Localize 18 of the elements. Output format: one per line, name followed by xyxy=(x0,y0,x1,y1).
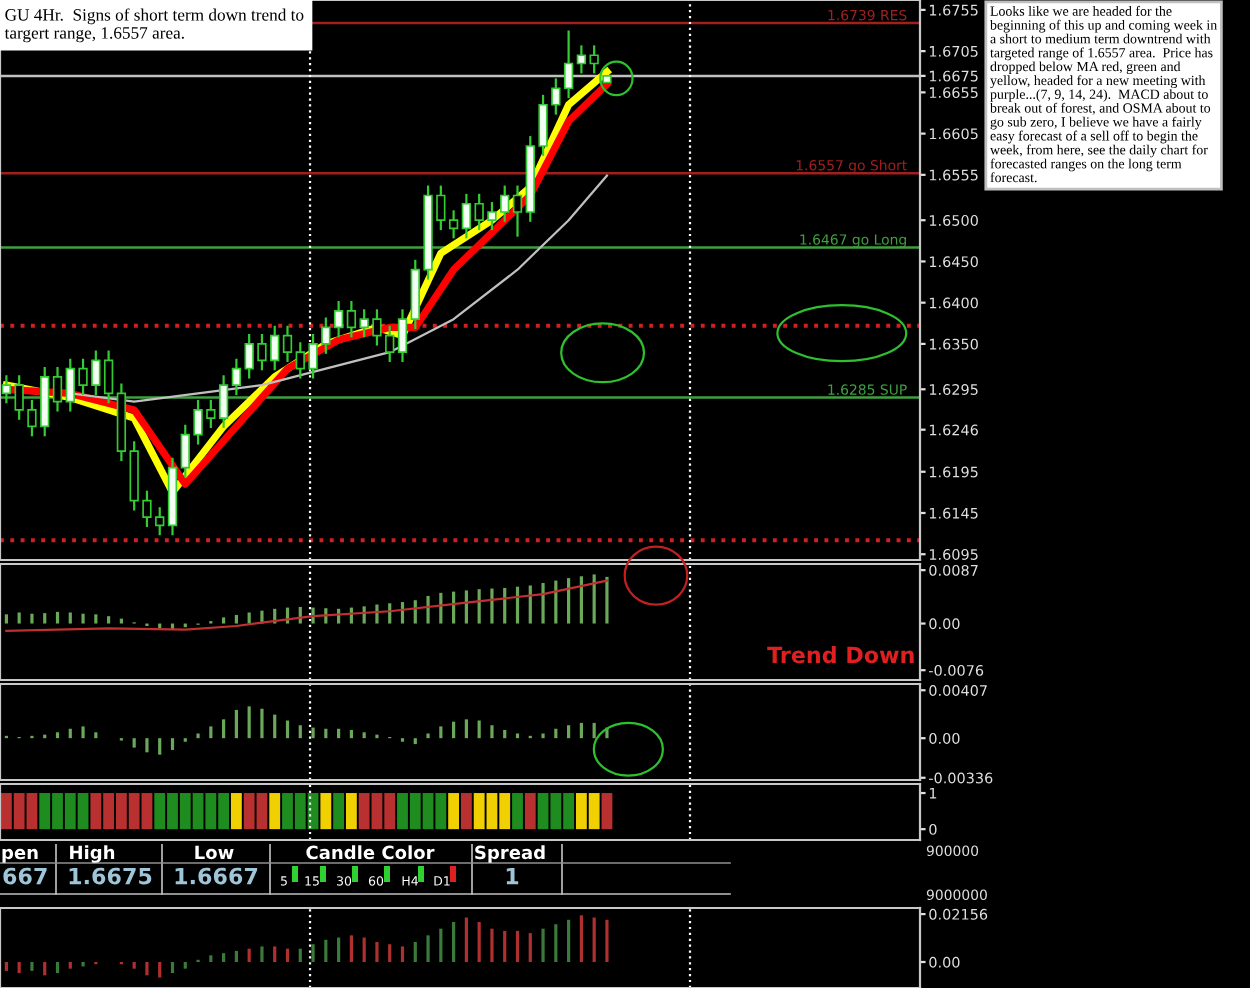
text: High xyxy=(70,845,115,863)
annotation: Trend Down xyxy=(767,646,914,664)
annotation: GU 4Hr. Signs of short term down trend to targert range, 1.6557 area. xyxy=(4,8,304,43)
text: 1.6675 xyxy=(69,867,152,885)
text: pen xyxy=(2,848,38,863)
text: Candle Color xyxy=(306,845,435,860)
text: 667 xyxy=(3,867,47,885)
text: Low xyxy=(195,845,234,860)
text: 1 xyxy=(506,867,519,885)
candlestick xyxy=(282,324,293,364)
line-series xyxy=(5,579,609,633)
candlestick xyxy=(52,365,63,413)
candlestick xyxy=(397,308,408,364)
candlestick xyxy=(589,44,599,75)
candlestick xyxy=(512,184,523,238)
text: 1.6667 xyxy=(175,867,258,885)
text: Spread xyxy=(475,845,545,863)
candlestick xyxy=(576,44,587,75)
